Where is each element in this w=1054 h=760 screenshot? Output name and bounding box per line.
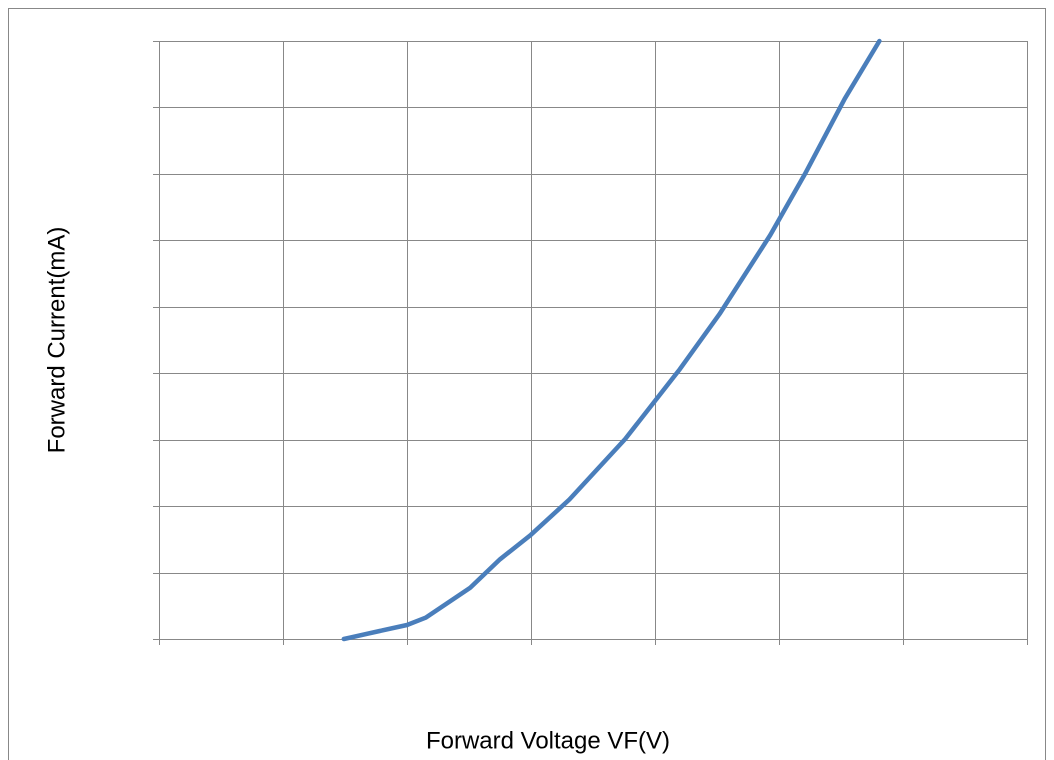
x-axis-label: Forward Voltage VF(V) bbox=[426, 727, 670, 754]
y-axis-label: Forward Current(mA) bbox=[43, 227, 70, 454]
chart-frame bbox=[8, 8, 1046, 760]
data-line bbox=[341, 38, 882, 642]
